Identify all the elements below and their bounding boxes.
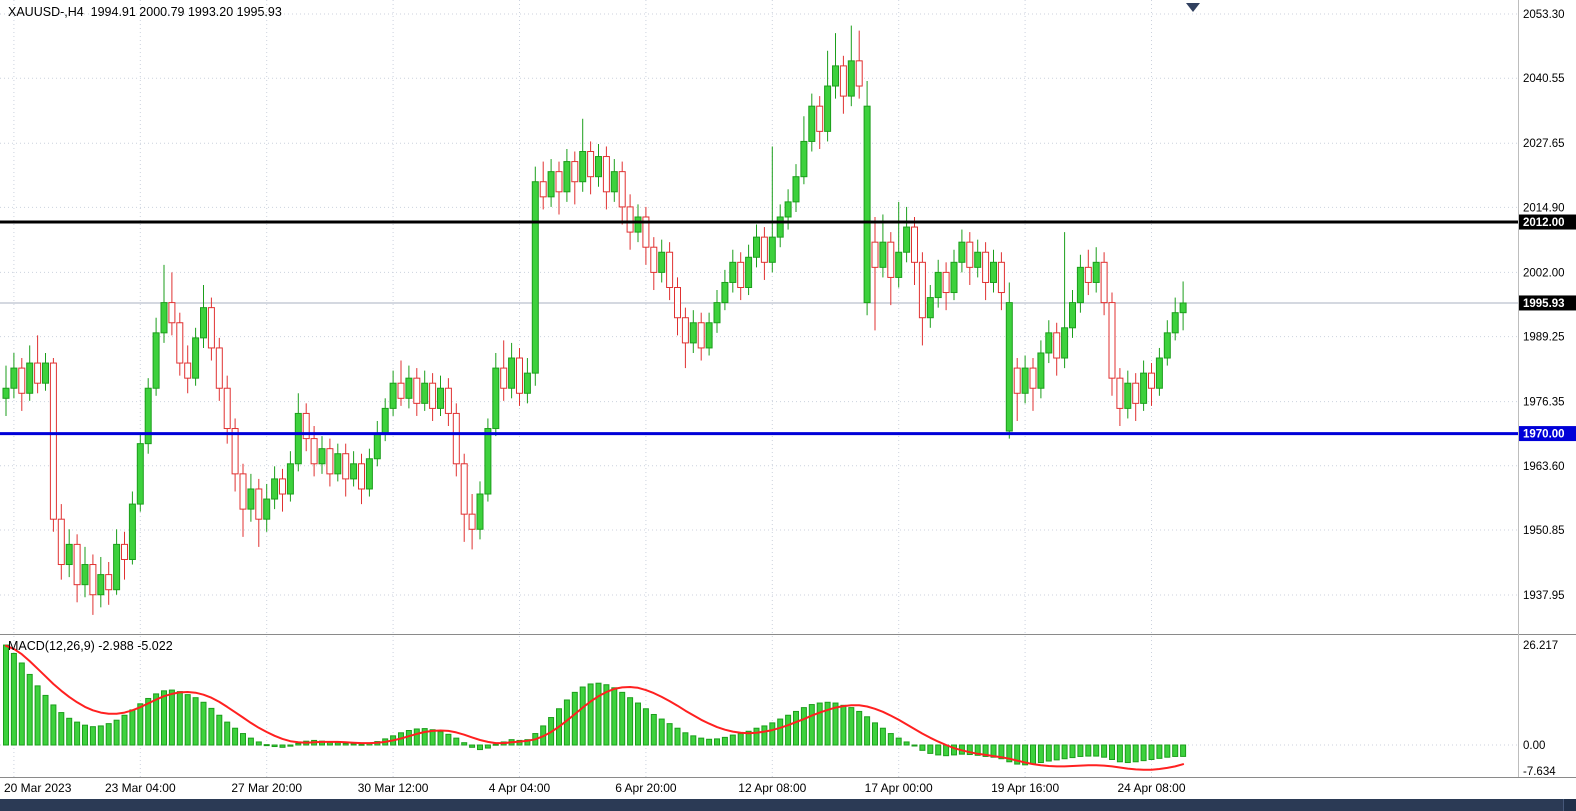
- svg-text:2053.30: 2053.30: [1523, 9, 1565, 21]
- time-axis-labels[interactable]: 20 Mar 2023 23 Mar 04:00 27 Mar 20:00 30 Ma…: [4, 781, 1186, 795]
- scrollbar-right-button[interactable]: [1563, 799, 1576, 811]
- svg-text:1976.35: 1976.35: [1523, 397, 1565, 409]
- svg-text:2012.00: 2012.00: [1523, 217, 1565, 229]
- svg-text:1989.25: 1989.25: [1523, 332, 1565, 344]
- svg-text:2027.65: 2027.65: [1523, 138, 1565, 150]
- svg-text:27 Mar 20:00: 27 Mar 20:00: [231, 781, 302, 795]
- macd-histogram: [3, 644, 1187, 766]
- svg-text:1995.93: 1995.93: [1523, 298, 1565, 310]
- svg-text:17 Apr 00:00: 17 Apr 00:00: [865, 781, 933, 795]
- svg-text:30 Mar 12:00: 30 Mar 12:00: [358, 781, 429, 795]
- candlesticks: [2, 25, 1187, 615]
- svg-text:2002.00: 2002.00: [1523, 267, 1565, 279]
- svg-text:1950.85: 1950.85: [1523, 525, 1565, 537]
- svg-text:26.217: 26.217: [1523, 640, 1558, 652]
- svg-text:-7.634: -7.634: [1523, 766, 1556, 778]
- price-badge-current-price: 1995.93: [1519, 295, 1576, 311]
- svg-text:2014.90: 2014.90: [1523, 202, 1565, 214]
- svg-text:0.00: 0.00: [1523, 740, 1545, 752]
- svg-text:1937.95: 1937.95: [1523, 590, 1565, 602]
- svg-text:4 Apr 04:00: 4 Apr 04:00: [489, 781, 551, 795]
- svg-text:2040.55: 2040.55: [1523, 73, 1565, 85]
- macd-signal-line: [5, 644, 1185, 771]
- macd-axis-labels[interactable]: 26.217 0.00 -7.634: [1523, 640, 1558, 778]
- svg-text:1970.00: 1970.00: [1523, 429, 1565, 441]
- svg-text:6 Apr 20:00: 6 Apr 20:00: [615, 781, 677, 795]
- svg-text:24 Apr 08:00: 24 Apr 08:00: [1117, 781, 1185, 795]
- svg-text:12 Apr 08:00: 12 Apr 08:00: [738, 781, 806, 795]
- svg-text:19 Apr 16:00: 19 Apr 16:00: [991, 781, 1059, 795]
- horizontal-scrollbar[interactable]: [0, 799, 1576, 811]
- macd-indicator-label: MACD(12,26,9) -2.988 -5.022: [8, 639, 173, 653]
- price-badge-resistance: 2012.00: [1519, 214, 1576, 230]
- price-axis-labels[interactable]: 2053.30 2040.55 2027.65 2014.90 2002.00 1989.…: [1523, 9, 1565, 602]
- svg-text:1963.60: 1963.60: [1523, 461, 1565, 473]
- chart-shift-marker[interactable]: [1186, 3, 1200, 12]
- symbol-ohlc-label: XAUUSD-,H4 1994.91 2000.79 1993.20 1995.…: [8, 5, 282, 19]
- price-badge-support: 1970.00: [1519, 426, 1576, 442]
- svg-text:23 Mar 04:00: 23 Mar 04:00: [105, 781, 176, 795]
- svg-text:20 Mar 2023: 20 Mar 2023: [4, 781, 72, 795]
